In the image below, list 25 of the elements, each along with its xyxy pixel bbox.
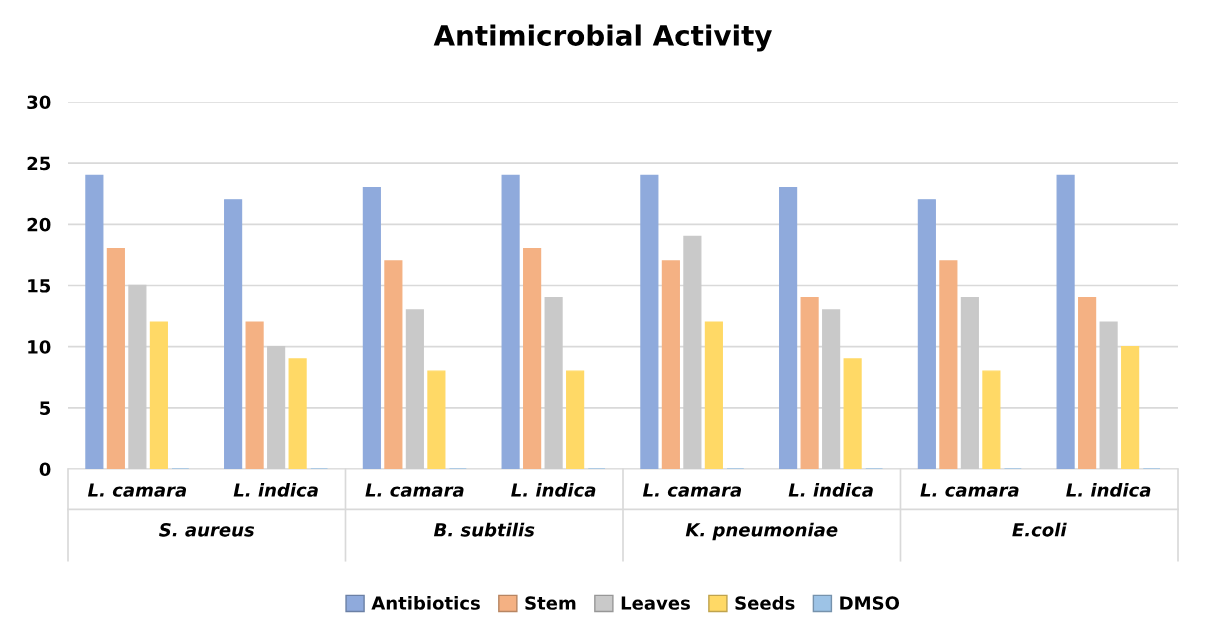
text: K. pneumoniae [685, 522, 838, 541]
legend-label: Stem [525, 596, 576, 610]
y-tick-label: 30 [27, 95, 51, 110]
y-tick-label: 10 [28, 340, 51, 354]
x-tick-label: L. indica [233, 482, 318, 497]
x-tick-label: L. camara [920, 483, 1019, 497]
chart-title: Antimicrobial Activity [433, 24, 772, 52]
y-tick-label: 15 [28, 279, 51, 293]
text: S. aureus [159, 522, 255, 537]
y-tick-label: 5 [40, 401, 51, 415]
x-tick-label: L. camara [87, 483, 187, 497]
y-tick-label: 20 [27, 217, 51, 232]
x-tick-label: L. indica [511, 482, 596, 497]
x-tick-label: L. camara [642, 483, 742, 497]
x-tick-label: L. camara [365, 483, 464, 497]
text: B. subtilis [433, 522, 535, 537]
legend-label: Seeds [735, 595, 795, 610]
y-tick-label: 0 [39, 462, 51, 477]
text: E.coli [1012, 522, 1067, 537]
legend-label: Leaves [621, 596, 690, 610]
legend-label: DMSO [840, 596, 900, 610]
x-tick-label: L. indica [788, 482, 873, 497]
y-tick-label: 25 [27, 156, 51, 171]
x-tick-label: L. indica [1066, 482, 1151, 497]
legend-label: Antibiotics [371, 595, 480, 610]
